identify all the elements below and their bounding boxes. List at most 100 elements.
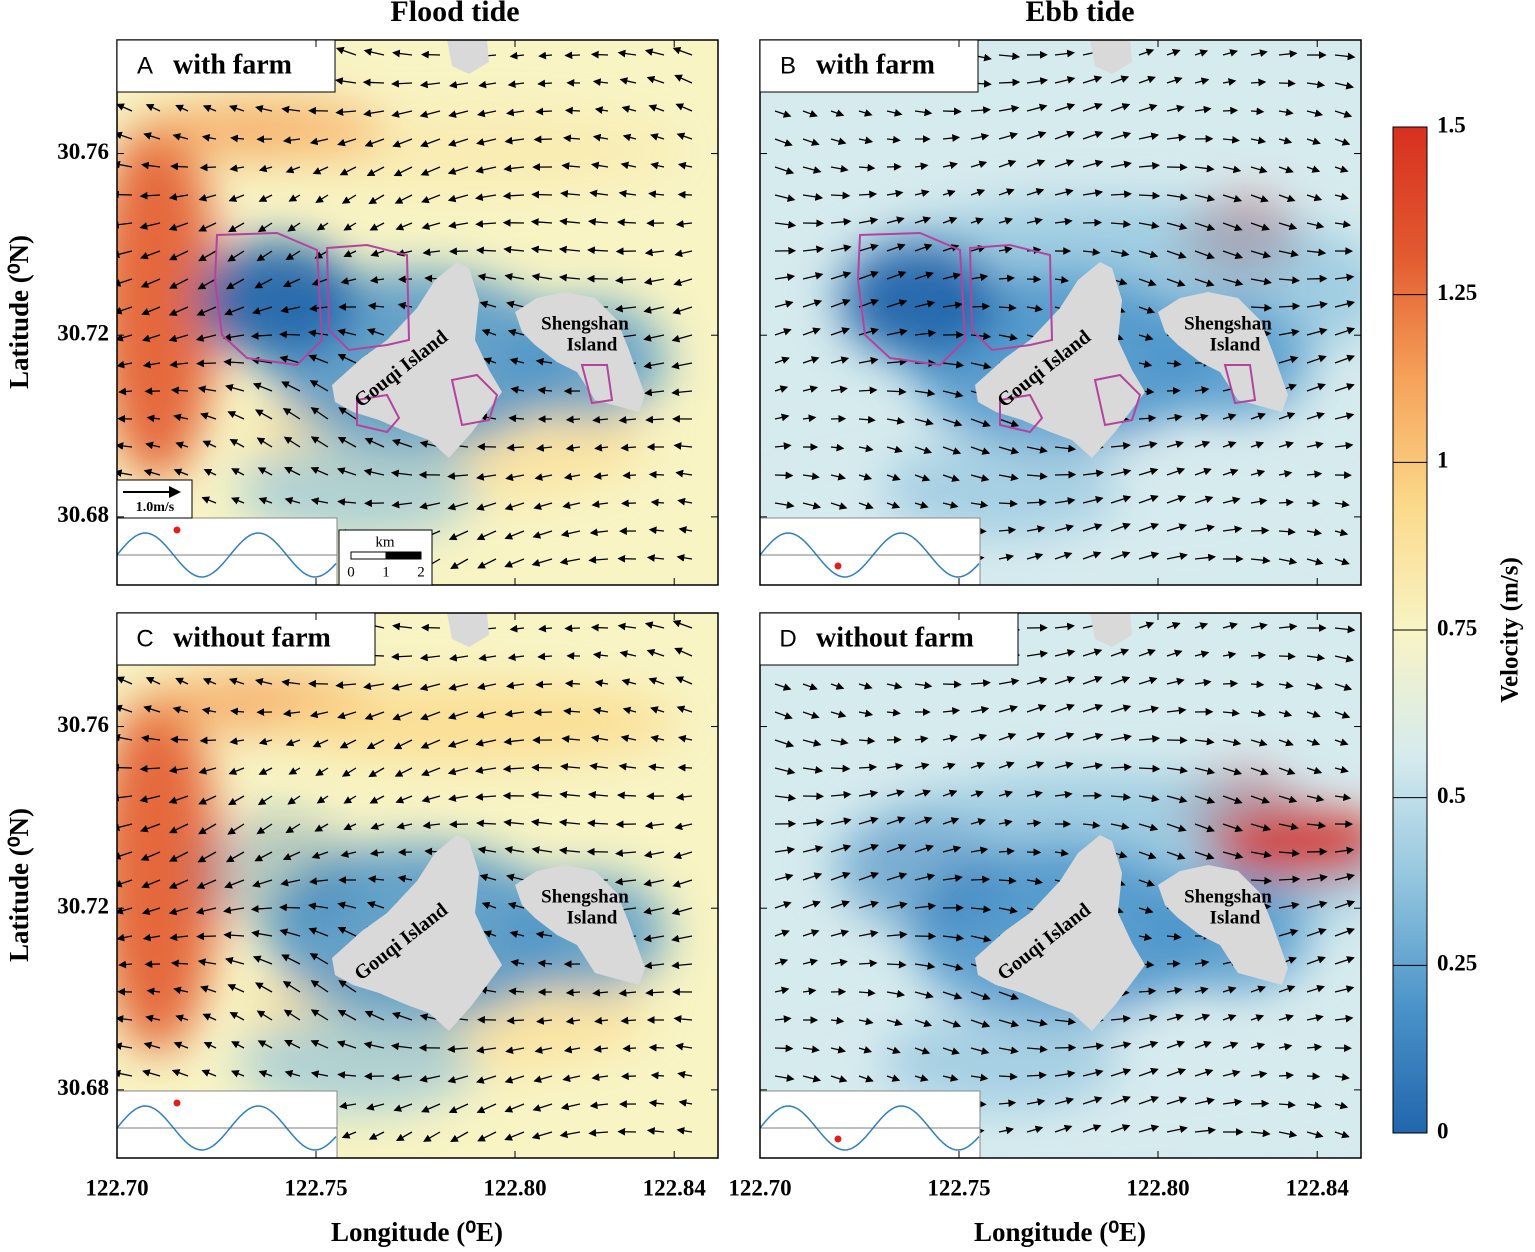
flow-arrow bbox=[537, 79, 553, 88]
flow-arrow bbox=[256, 1010, 273, 1021]
flow-arrow bbox=[315, 194, 329, 203]
island bbox=[1090, 40, 1132, 74]
flow-arrow bbox=[998, 473, 1019, 482]
flow-arrow bbox=[1278, 412, 1296, 420]
flow-arrow bbox=[533, 708, 553, 717]
flow-arrow bbox=[1334, 412, 1355, 420]
flow-arrow bbox=[942, 680, 962, 689]
flow-arrow bbox=[1222, 106, 1239, 115]
flow-arrow bbox=[171, 1069, 189, 1077]
flow-arrow bbox=[474, 193, 497, 202]
flow-arrow bbox=[421, 222, 441, 230]
flow-arrow bbox=[145, 441, 161, 450]
flow-arrow bbox=[481, 901, 497, 910]
flow-arrow bbox=[223, 931, 245, 940]
flow-arrow bbox=[1138, 414, 1157, 423]
flow-arrow bbox=[998, 446, 1020, 455]
flow-arrow bbox=[622, 471, 637, 480]
flow-arrow bbox=[282, 407, 301, 420]
flow-arrow bbox=[363, 48, 385, 56]
flow-arrow bbox=[1194, 553, 1217, 562]
flow-arrow bbox=[477, 109, 497, 118]
farm-outline bbox=[356, 393, 401, 434]
flow-arrow bbox=[447, 194, 469, 203]
flow-arrow bbox=[392, 711, 413, 721]
flow-arrow bbox=[507, 328, 525, 337]
flow-arrow bbox=[1306, 221, 1325, 230]
flow-arrow bbox=[447, 502, 469, 511]
flow-arrow bbox=[279, 330, 301, 339]
flow-arrow bbox=[200, 985, 217, 993]
flow-arrow bbox=[830, 472, 847, 481]
flow-arrow bbox=[394, 767, 413, 777]
flow-arrow bbox=[312, 166, 329, 175]
flow-arrow bbox=[474, 766, 497, 775]
flow-arrow bbox=[283, 1009, 301, 1021]
flow-arrow bbox=[676, 553, 693, 562]
flow-arrow bbox=[228, 795, 245, 806]
flow-arrow bbox=[942, 272, 962, 280]
flow-arrow bbox=[1110, 441, 1131, 450]
flow-arrow bbox=[504, 530, 525, 540]
flow-arrow bbox=[336, 467, 357, 476]
scale-bar-white bbox=[350, 551, 387, 560]
flow-arrow bbox=[476, 1046, 497, 1054]
flow-arrow bbox=[447, 767, 469, 776]
flow-arrow bbox=[970, 446, 991, 455]
flow-arrow bbox=[1278, 652, 1296, 661]
flow-arrow bbox=[914, 300, 936, 308]
flow-arrow bbox=[1194, 222, 1216, 231]
flow-arrow bbox=[1334, 52, 1356, 61]
flow-arrow bbox=[279, 355, 301, 364]
flow-arrow bbox=[310, 466, 329, 476]
flow-arrow bbox=[367, 875, 385, 884]
flow-arrow bbox=[257, 795, 273, 806]
flow-arrow bbox=[1222, 496, 1241, 505]
flow-arrow bbox=[117, 190, 133, 199]
flow-arrow bbox=[774, 501, 795, 509]
flow-arrow bbox=[1306, 301, 1328, 309]
flow-arrow bbox=[675, 103, 693, 112]
flow-arrow bbox=[140, 278, 161, 288]
flow-arrow bbox=[343, 823, 357, 831]
flow-arrow bbox=[421, 767, 441, 777]
flow-arrow bbox=[175, 677, 189, 685]
flow-arrow bbox=[1110, 160, 1132, 169]
flow-arrow bbox=[1222, 222, 1243, 232]
flow-arrow bbox=[475, 220, 497, 228]
flow-arrow bbox=[391, 683, 413, 691]
flow-arrow bbox=[774, 273, 796, 281]
flow-arrow bbox=[284, 467, 301, 476]
flow-arrow bbox=[283, 436, 301, 448]
flow-arrow bbox=[886, 243, 906, 252]
flow-arrow bbox=[1138, 494, 1159, 504]
flow-arrow bbox=[830, 271, 852, 280]
flow-arrow bbox=[250, 905, 273, 913]
flow-arrow bbox=[281, 954, 301, 965]
flow-arrow bbox=[590, 161, 609, 170]
flow-arrow bbox=[140, 851, 161, 861]
flow-arrow bbox=[169, 851, 189, 862]
flow-arrow bbox=[366, 739, 385, 750]
flow-arrow bbox=[531, 763, 553, 772]
flow-arrow bbox=[535, 357, 553, 366]
flow-arrow bbox=[650, 498, 665, 507]
flow-arrow bbox=[284, 496, 301, 505]
flow-arrow bbox=[450, 1131, 469, 1143]
flow-arrow bbox=[256, 250, 273, 262]
flow-arrow bbox=[1082, 469, 1105, 478]
flow-arrow bbox=[619, 77, 637, 85]
flow-arrow bbox=[802, 472, 820, 481]
flow-arrow bbox=[198, 194, 217, 202]
flow-arrow bbox=[646, 554, 665, 562]
flow-arrow bbox=[343, 250, 357, 258]
flow-arrow bbox=[998, 188, 1015, 196]
flow-arrow bbox=[1026, 131, 1047, 140]
flow-arrow bbox=[169, 933, 189, 942]
flow-arrow bbox=[140, 823, 161, 833]
panel-letter: C bbox=[136, 625, 153, 652]
flow-arrow bbox=[914, 389, 936, 397]
field bbox=[117, 40, 718, 585]
flow-arrow bbox=[1194, 278, 1215, 287]
